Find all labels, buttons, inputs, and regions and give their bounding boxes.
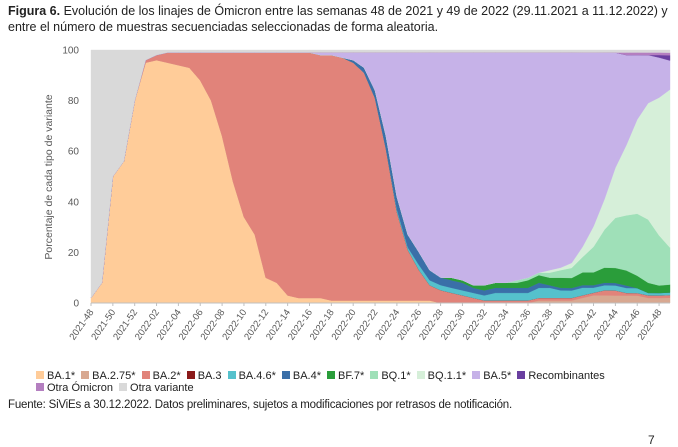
legend-label: BA.4*: [292, 370, 322, 382]
legend-swatch: [119, 383, 128, 391]
y-tick-label: 100: [62, 46, 79, 57]
legend-label: BA.5*: [483, 370, 512, 382]
legend-swatch: [227, 371, 236, 379]
y-tick-label: 0: [73, 299, 79, 310]
legend-label: Otra Ómicron: [47, 382, 114, 394]
x-axis-ticks: 2021-482021-502021-522022-022022-042022-…: [67, 303, 665, 342]
legend-label: BQ.1.1*: [427, 370, 467, 382]
legend-swatch: [281, 371, 290, 379]
legend-item: Otra variante: [119, 382, 194, 394]
legend-item: BA.2.75*: [81, 370, 136, 382]
legend-swatch: [472, 371, 481, 379]
legend-swatch: [186, 371, 195, 379]
legend-label: BQ.1*: [381, 370, 411, 382]
legend-label: BA.2.75*: [92, 370, 136, 382]
stacked-area-chart: 0 20 40 60 80 100 2021-482021-502021-522022-0…: [43, 46, 671, 342]
y-axis-ticks: 0 20 40 60 80 100: [62, 46, 79, 310]
legend-label: BA.2*: [152, 370, 181, 382]
legend-label: BF.7*: [338, 370, 365, 382]
legend-label: Recombinantes: [528, 370, 605, 382]
source-note: Fuente: SiViEs a 30.12.2022. Datos preli…: [8, 399, 512, 411]
legend-item: BQ.1.1*: [416, 370, 467, 382]
chart-legend: BA.1* BA.2.75* BA.2* BA.3 BA.4.6* BA.4* BF.7* B…: [36, 370, 676, 394]
legend-item: BA.4.6*: [227, 370, 276, 382]
legend-item: BA.1*: [36, 370, 75, 382]
legend-item: Recombinantes: [517, 370, 605, 382]
figure-label: Figura 6.: [8, 4, 61, 18]
series-area-otra-variante: [90, 49, 671, 299]
legend-swatch: [517, 371, 526, 379]
y-tick-label: 80: [68, 96, 80, 107]
legend-swatch: [416, 371, 425, 379]
series-areas: [90, 49, 671, 304]
legend-item: BA.4*: [281, 370, 322, 382]
legend-label: BA.1*: [47, 370, 76, 382]
y-tick-label: 60: [68, 147, 80, 158]
legend-label: BA.4.6*: [238, 370, 276, 382]
figure-caption-text: Evolución de los linajes de Ómicron entr…: [8, 4, 668, 34]
figure-caption: Figura 6. Evolución de los linajes de Óm…: [8, 3, 672, 35]
legend-swatch: [36, 383, 44, 391]
legend-label: Otra variante: [130, 382, 194, 394]
legend-item: Otra Ómicron: [36, 382, 113, 394]
y-axis-label: Porcentaje de cada tipo de variante: [43, 94, 55, 259]
legend-swatch: [141, 371, 150, 379]
y-tick-label: 40: [68, 197, 80, 208]
legend-swatch: [36, 371, 44, 379]
legend-item: BQ.1*: [370, 370, 411, 382]
legend-label: BA.3: [197, 370, 222, 382]
y-tick-label: 20: [68, 248, 80, 259]
legend-item: BA.3: [186, 370, 222, 382]
legend-item: BA.5*: [472, 370, 511, 382]
legend-item: BF.7*: [327, 370, 364, 382]
legend-swatch: [370, 371, 379, 379]
legend-item: BA.2*: [141, 370, 181, 382]
page-number: 7: [648, 433, 655, 447]
legend-swatch: [81, 371, 90, 379]
legend-swatch: [327, 371, 336, 379]
